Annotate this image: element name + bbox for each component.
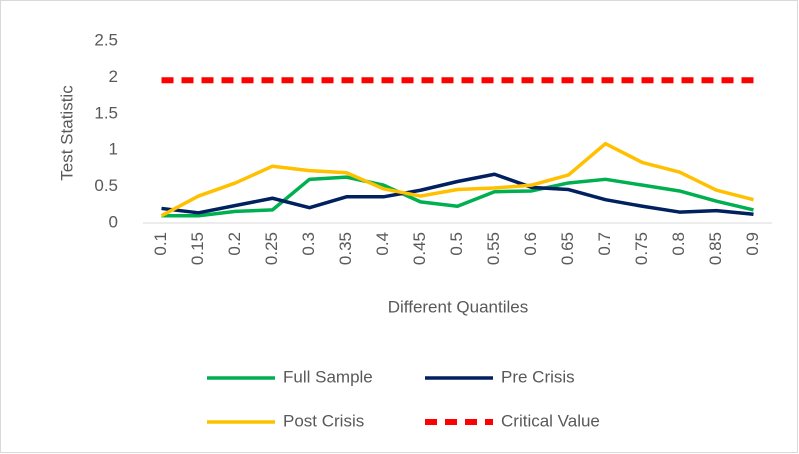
x-tick-label: 0.15 — [188, 232, 207, 265]
legend-label: Critical Value — [501, 411, 600, 430]
x-tick-label: 0.65 — [558, 232, 577, 265]
y-tick-label: 1 — [109, 140, 118, 159]
x-tick-label: 0.1 — [151, 232, 170, 256]
x-tick-label: 0.45 — [410, 232, 429, 265]
series-line — [160, 141, 754, 218]
series-line — [161, 175, 754, 218]
y-tick-label: 0 — [109, 212, 118, 231]
x-tick-label: 0.9 — [743, 232, 762, 256]
y-tick-label: 2 — [109, 67, 118, 86]
legend-label: Full Sample — [283, 367, 373, 386]
x-tick-label: 0.35 — [336, 232, 355, 265]
x-tick-label: 0.8 — [669, 232, 688, 256]
x-tick-label: 0.5 — [447, 232, 466, 256]
x-tick-label: 0.85 — [706, 232, 725, 265]
x-tick-label: 0.2 — [225, 232, 244, 256]
legend-label: Pre Crisis — [501, 367, 575, 386]
x-tick-label: 0.4 — [373, 232, 392, 256]
x-tick-label: 0.6 — [521, 232, 540, 256]
series-line — [161, 172, 754, 217]
x-tick-label: 0.75 — [632, 232, 651, 265]
x-tick-label: 0.3 — [299, 232, 318, 256]
y-tick-label: 1.5 — [94, 103, 118, 122]
y-tick-label: 0.5 — [94, 176, 118, 195]
legend-label: Post Crisis — [283, 411, 364, 430]
y-tick-label: 2.5 — [94, 30, 118, 49]
y-axis-label: Test Statistic — [57, 85, 76, 181]
x-tick-label: 0.7 — [595, 232, 614, 256]
x-axis-label: Different Quantiles — [388, 297, 528, 316]
x-tick-label: 0.25 — [262, 232, 281, 265]
x-tick-label: 0.55 — [484, 232, 503, 265]
